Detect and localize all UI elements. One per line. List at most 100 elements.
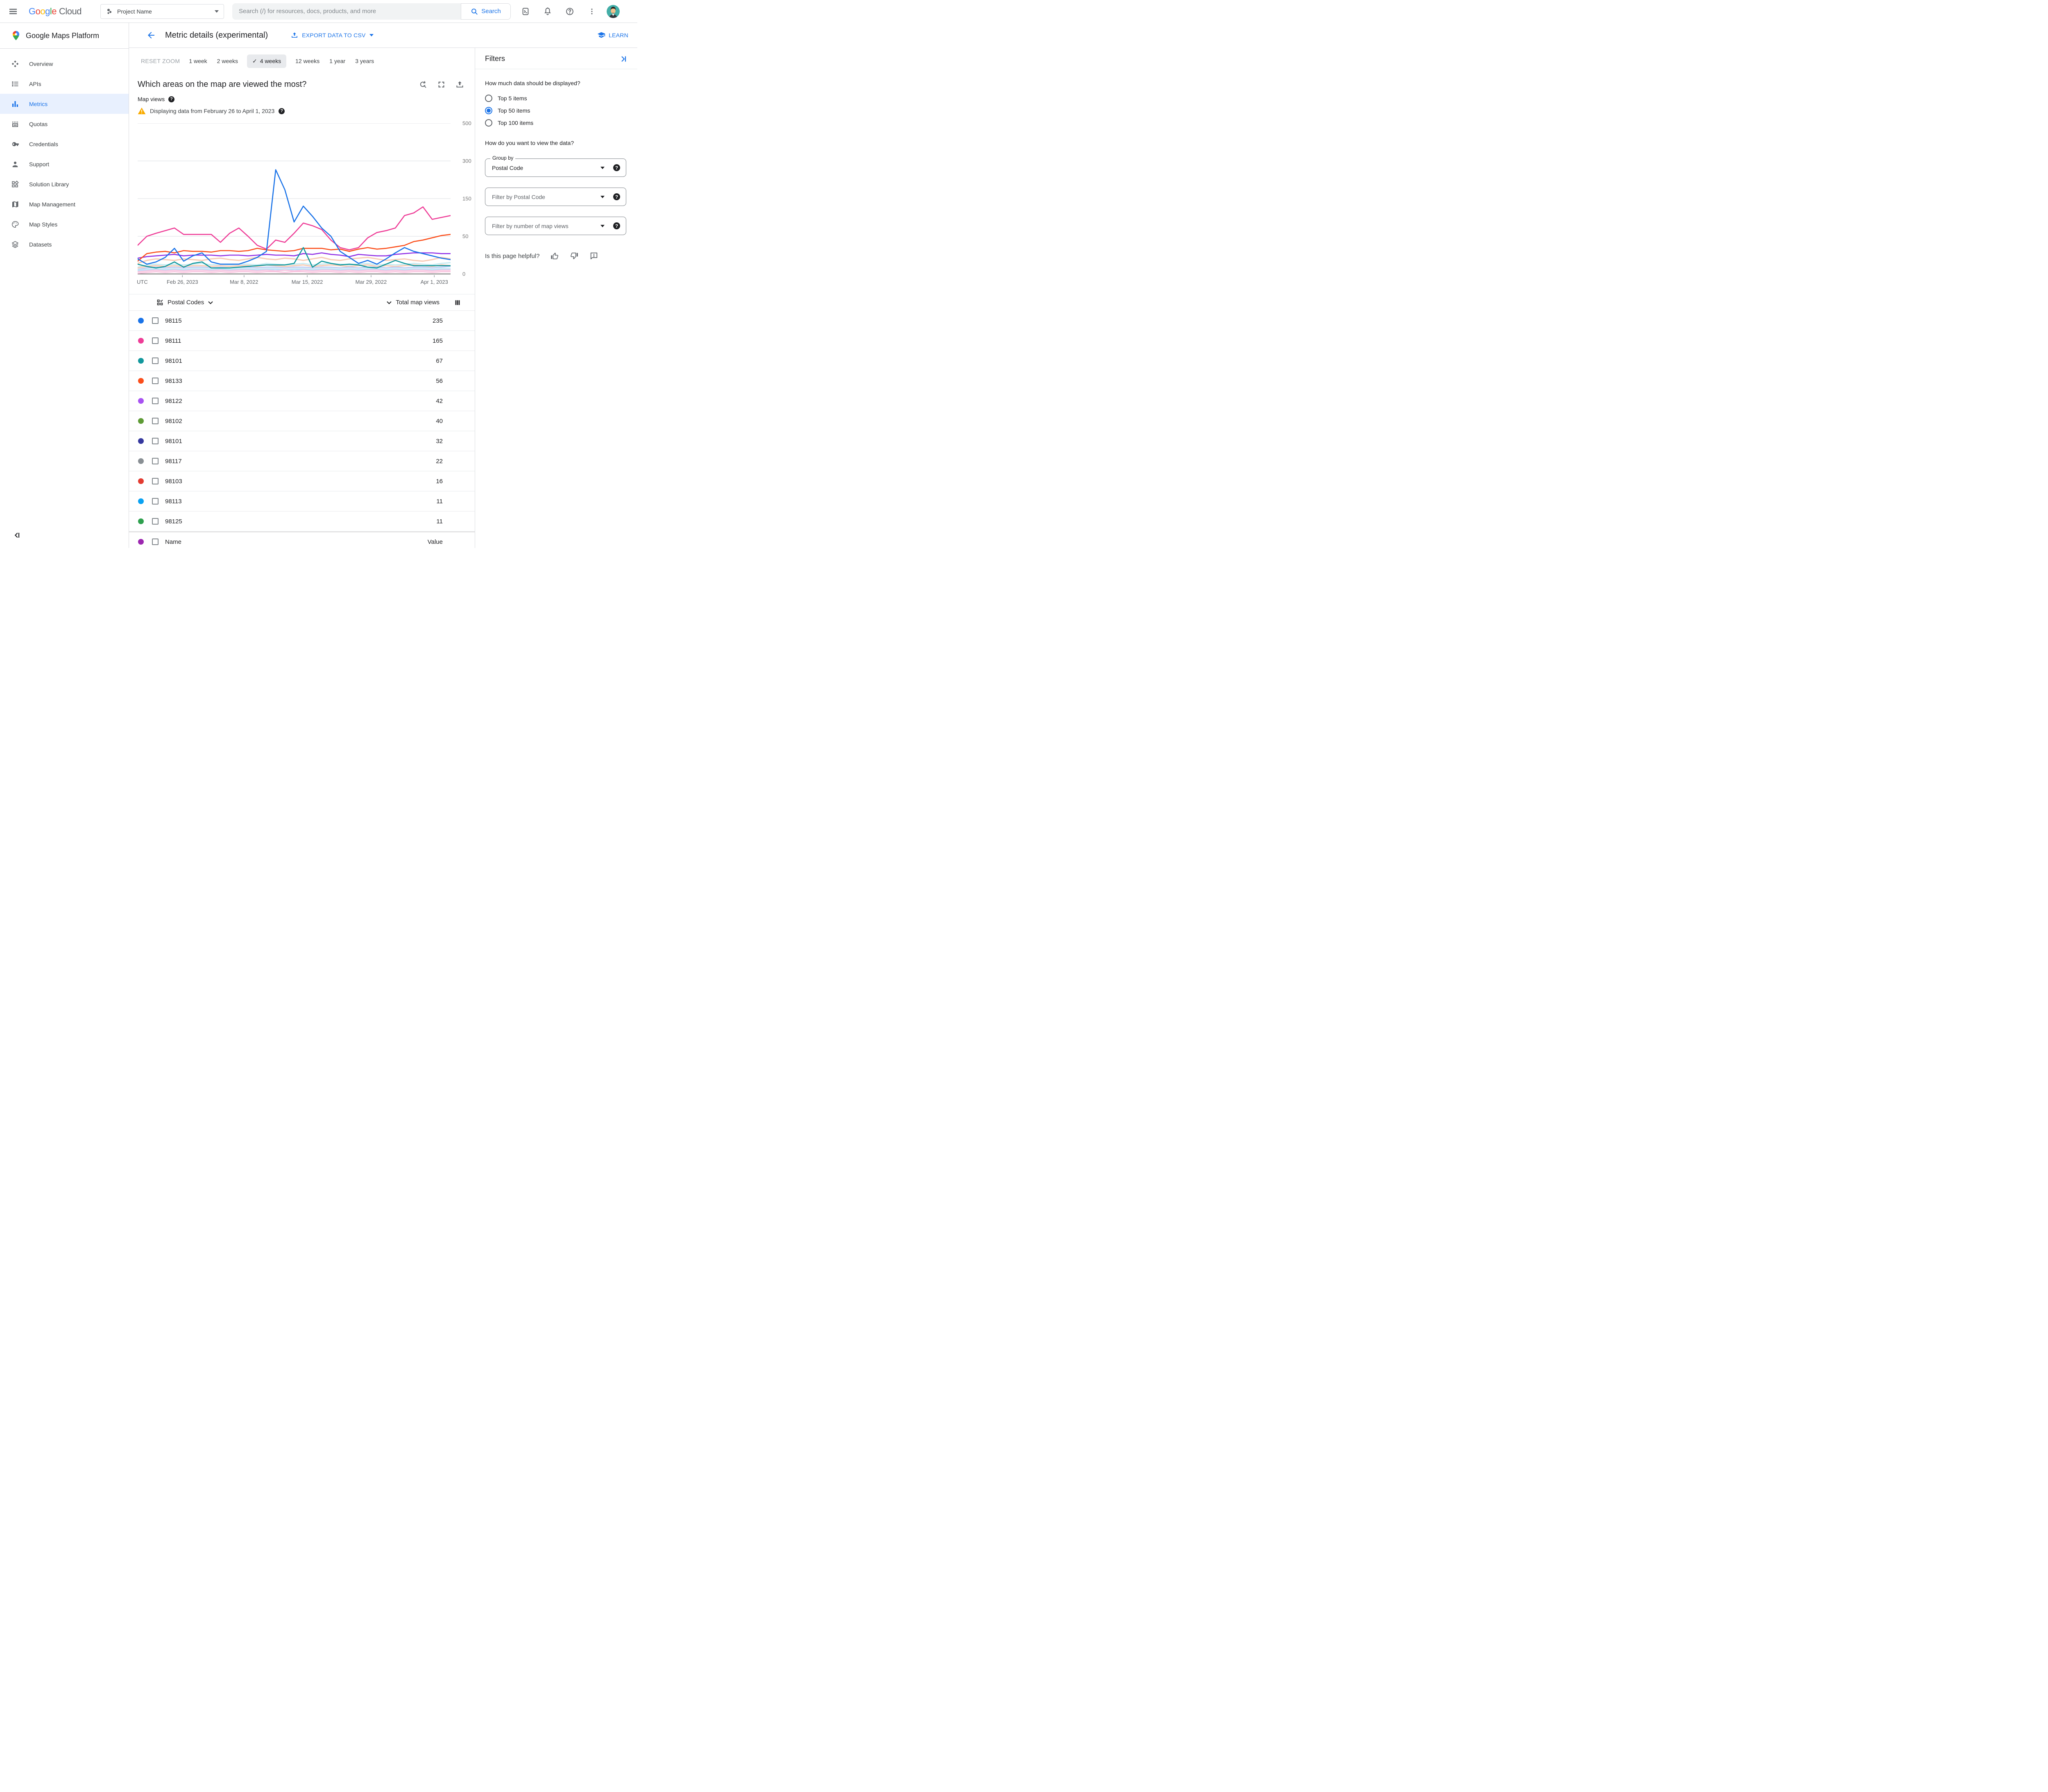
group-by-select[interactable]: Group by Postal Code ? xyxy=(485,155,626,177)
more-options-icon[interactable] xyxy=(584,4,599,19)
search-button[interactable]: Search xyxy=(461,3,511,20)
table-row[interactable]: 98102 40 xyxy=(129,411,475,431)
row-checkbox[interactable] xyxy=(152,498,159,505)
series-color-dot xyxy=(138,458,144,464)
radio-option[interactable]: Top 5 items xyxy=(485,92,626,104)
reset-zoom-button[interactable]: RESET ZOOM xyxy=(141,58,180,64)
time-range-button[interactable]: ✓2 weeks xyxy=(216,54,239,68)
postal-code-label: 98101 xyxy=(165,357,182,364)
radio-icon[interactable] xyxy=(485,119,492,127)
help-icon[interactable] xyxy=(562,4,577,19)
search-placeholder: Search (/) for resources, docs, products… xyxy=(239,8,376,15)
row-checkbox[interactable] xyxy=(152,398,159,404)
postal-code-label: 98125 xyxy=(165,518,182,525)
row-checkbox[interactable] xyxy=(152,518,159,525)
line-chart[interactable]: UTC Feb 26, 2023 Mar 8, 2022 Mar 15, 2022 Ma… xyxy=(137,120,475,287)
time-range-button[interactable]: ✓ 4 weeks xyxy=(247,54,287,68)
row-checkbox[interactable] xyxy=(152,317,159,324)
metric-help-icon[interactable]: ? xyxy=(168,96,175,102)
value-header-label: Total map views xyxy=(396,299,440,306)
radio-option[interactable]: Top 100 items xyxy=(485,117,626,129)
sidebar-item-icon xyxy=(11,120,19,128)
table-row[interactable]: 98103 16 xyxy=(129,471,475,491)
sidebar-item[interactable]: Credentials xyxy=(0,134,129,154)
table-row[interactable]: 98122 42 xyxy=(129,391,475,411)
sidebar-item[interactable]: Datasets xyxy=(0,234,129,254)
sidebar-item-icon xyxy=(11,80,19,88)
range-buttons: ✓1 week ✓2 weeks ✓4 weeks ✓12 weeks ✓1 y… xyxy=(188,54,375,68)
sidebar-item-icon xyxy=(11,160,19,168)
time-range-button[interactable]: ✓12 weeks xyxy=(295,54,320,68)
group-by-header[interactable]: Postal Codes xyxy=(156,299,213,306)
group-by-help-icon[interactable]: ? xyxy=(613,164,620,171)
table-footer-row[interactable]: Name Value xyxy=(129,532,475,548)
sidebar-item[interactable]: Overview xyxy=(0,54,129,74)
table-row[interactable]: 98101 32 xyxy=(129,431,475,451)
sidebar-item[interactable]: APIs xyxy=(0,74,129,94)
project-selector[interactable]: Project Name xyxy=(100,4,224,19)
table-row[interactable]: 98133 56 xyxy=(129,371,475,391)
filter-postal-code-select[interactable]: Filter by Postal Code ? xyxy=(485,188,626,206)
radio-icon[interactable] xyxy=(485,107,492,114)
row-checkbox[interactable] xyxy=(152,337,159,344)
warning-help-icon[interactable]: ? xyxy=(279,108,285,114)
filter-map-views-select[interactable]: Filter by number of map views ? xyxy=(485,217,626,235)
google-wordmark: Google xyxy=(29,6,57,16)
row-checkbox[interactable] xyxy=(152,357,159,364)
learn-button[interactable]: LEARN xyxy=(597,31,628,39)
collapse-sidebar-icon[interactable] xyxy=(12,531,22,541)
time-range-button[interactable]: ✓1 year xyxy=(328,54,346,68)
sidebar-item[interactable]: Metrics xyxy=(0,94,129,114)
value-column-header[interactable]: Total map views xyxy=(387,299,461,306)
filter-postal-code-help-icon[interactable]: ? xyxy=(613,193,620,200)
table-row[interactable]: 98125 11 xyxy=(129,511,475,532)
thumb-up-icon[interactable] xyxy=(550,251,559,260)
radio-option[interactable]: Top 50 items xyxy=(485,104,626,117)
sidebar-item[interactable]: Quotas xyxy=(0,114,129,134)
export-data-button[interactable]: EXPORT DATA TO CSV xyxy=(291,32,374,39)
fullscreen-icon[interactable] xyxy=(437,80,446,89)
project-name: Project Name xyxy=(117,8,152,15)
row-checkbox[interactable] xyxy=(152,458,159,464)
back-arrow-icon[interactable] xyxy=(146,30,156,40)
table-row[interactable]: 98113 11 xyxy=(129,491,475,511)
chart-canvas[interactable] xyxy=(138,123,451,277)
table-row[interactable]: 98101 67 xyxy=(129,351,475,371)
row-checkbox[interactable] xyxy=(152,438,159,444)
sidebar-item[interactable]: Solution Library xyxy=(0,174,129,194)
table-row[interactable]: 98117 22 xyxy=(129,451,475,471)
menu-icon[interactable] xyxy=(3,2,23,21)
sidebar-item-icon xyxy=(11,200,19,208)
collapse-panel-icon[interactable] xyxy=(619,55,628,63)
row-checkbox[interactable] xyxy=(152,378,159,384)
table-row[interactable]: 98115 235 xyxy=(129,311,475,331)
google-cloud-console-page: { "icons": { "check_glyph": "✓", "help_g… xyxy=(0,0,637,548)
feedback-icon[interactable] xyxy=(589,251,598,260)
row-checkbox[interactable] xyxy=(152,418,159,424)
time-range-button[interactable]: ✓3 years xyxy=(354,54,375,68)
time-range-button[interactable]: ✓1 week xyxy=(188,54,208,68)
sidebar-header[interactable]: Google Maps Platform xyxy=(0,23,129,49)
avatar[interactable] xyxy=(607,5,620,18)
footer-value-label: Value xyxy=(427,538,443,545)
google-cloud-logo[interactable]: Google Cloud xyxy=(29,6,82,17)
select-all-grid-icon[interactable] xyxy=(156,299,163,306)
sidebar-item[interactable]: Support xyxy=(0,154,129,174)
table-row[interactable]: 98111 165 xyxy=(129,331,475,351)
filter-map-views-help-icon[interactable]: ? xyxy=(613,222,620,229)
search-input[interactable]: Search (/) for resources, docs, products… xyxy=(232,3,461,20)
zoom-reset-icon[interactable] xyxy=(419,80,427,89)
row-checkbox[interactable] xyxy=(152,478,159,484)
series-color-dot xyxy=(138,418,144,424)
export-label: EXPORT DATA TO CSV xyxy=(302,32,366,38)
thumb-down-icon[interactable] xyxy=(570,251,579,260)
series-color-dot xyxy=(138,539,144,545)
row-checkbox[interactable] xyxy=(152,539,159,545)
sidebar-item[interactable]: Map Management xyxy=(0,194,129,214)
columns-icon[interactable] xyxy=(454,299,461,306)
sidebar-item[interactable]: Map Styles xyxy=(0,214,129,234)
cloud-shell-icon[interactable] xyxy=(518,4,533,19)
upload-chart-icon[interactable] xyxy=(455,80,464,89)
radio-icon[interactable] xyxy=(485,95,492,102)
notifications-bell-icon[interactable] xyxy=(540,4,555,19)
